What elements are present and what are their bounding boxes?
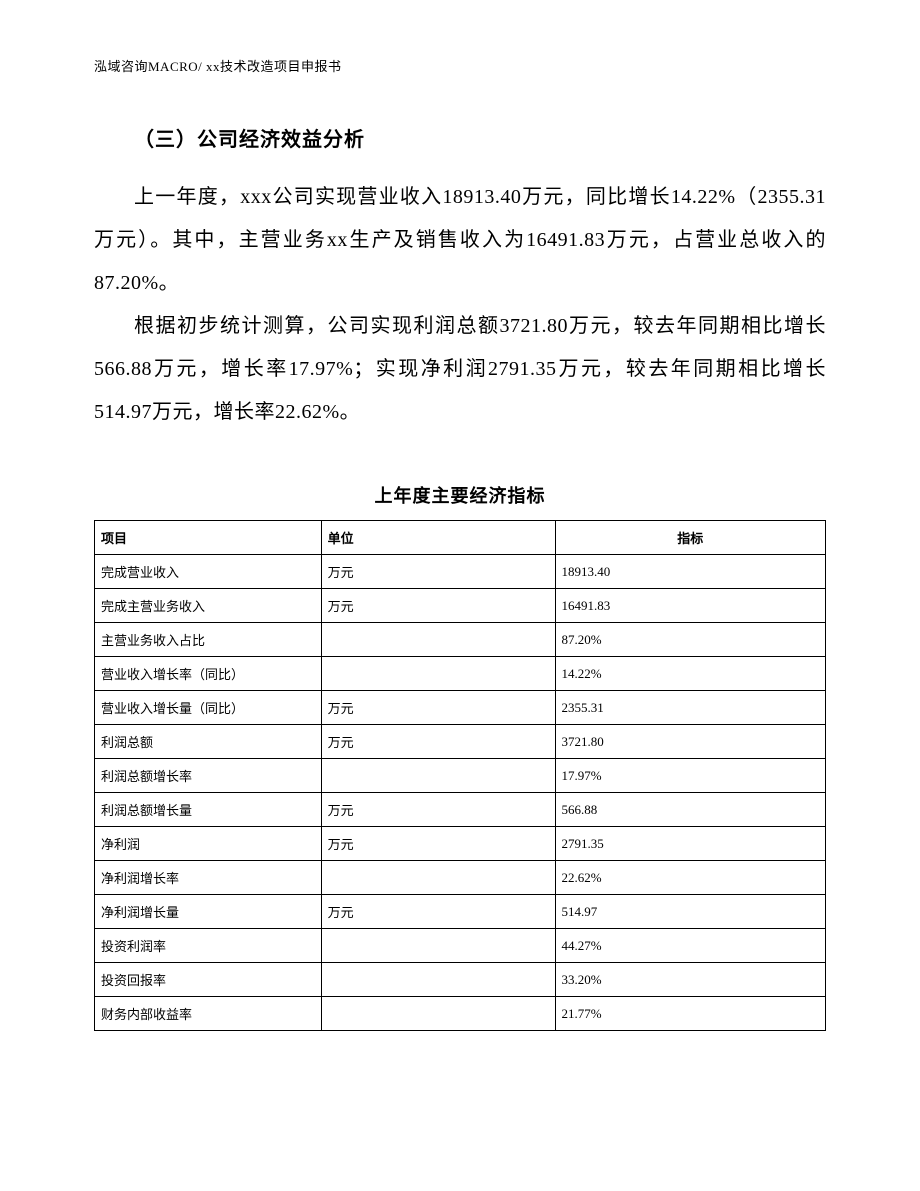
cell-unit — [321, 861, 555, 895]
cell-value: 566.88 — [555, 793, 825, 827]
cell-unit: 万元 — [321, 793, 555, 827]
cell-unit — [321, 997, 555, 1031]
cell-item: 净利润增长量 — [95, 895, 322, 929]
table-row: 利润总额 万元 3721.80 — [95, 725, 826, 759]
table-row: 净利润 万元 2791.35 — [95, 827, 826, 861]
cell-unit — [321, 963, 555, 997]
table-row: 投资利润率 44.27% — [95, 929, 826, 963]
economic-indicators-table: 项目 单位 指标 完成营业收入 万元 18913.40 完成主营业务收入 万元 … — [94, 520, 826, 1031]
cell-unit — [321, 657, 555, 691]
cell-unit: 万元 — [321, 691, 555, 725]
page-header: 泓域咨询MACRO/ xx技术改造项目申报书 — [94, 56, 826, 75]
paragraph-2: 根据初步统计测算，公司实现利润总额3721.80万元，较去年同期相比增长566.… — [94, 305, 826, 434]
table-row: 投资回报率 33.20% — [95, 963, 826, 997]
table-row: 净利润增长量 万元 514.97 — [95, 895, 826, 929]
cell-value: 2355.31 — [555, 691, 825, 725]
cell-value: 3721.80 — [555, 725, 825, 759]
cell-item: 完成营业收入 — [95, 555, 322, 589]
cell-item: 财务内部收益率 — [95, 997, 322, 1031]
table-row: 净利润增长率 22.62% — [95, 861, 826, 895]
table-row: 利润总额增长率 17.97% — [95, 759, 826, 793]
cell-unit: 万元 — [321, 725, 555, 759]
cell-unit — [321, 623, 555, 657]
cell-value: 21.77% — [555, 997, 825, 1031]
cell-value: 44.27% — [555, 929, 825, 963]
column-header-value: 指标 — [555, 521, 825, 555]
paragraph-1: 上一年度，xxx公司实现营业收入18913.40万元，同比增长14.22%（23… — [94, 176, 826, 305]
table-title: 上年度主要经济指标 — [94, 482, 826, 508]
cell-value: 2791.35 — [555, 827, 825, 861]
cell-value: 22.62% — [555, 861, 825, 895]
document-page: 泓域咨询MACRO/ xx技术改造项目申报书 （三）公司经济效益分析 上一年度，… — [0, 0, 920, 1091]
table-row: 完成主营业务收入 万元 16491.83 — [95, 589, 826, 623]
cell-item: 完成主营业务收入 — [95, 589, 322, 623]
cell-unit: 万元 — [321, 589, 555, 623]
cell-item: 投资利润率 — [95, 929, 322, 963]
column-header-unit: 单位 — [321, 521, 555, 555]
cell-item: 净利润 — [95, 827, 322, 861]
table-row: 财务内部收益率 21.77% — [95, 997, 826, 1031]
cell-value: 514.97 — [555, 895, 825, 929]
cell-item: 利润总额增长率 — [95, 759, 322, 793]
cell-unit — [321, 759, 555, 793]
table-row: 利润总额增长量 万元 566.88 — [95, 793, 826, 827]
cell-value: 16491.83 — [555, 589, 825, 623]
table-row: 营业收入增长率（同比） 14.22% — [95, 657, 826, 691]
cell-value: 18913.40 — [555, 555, 825, 589]
table-row: 营业收入增长量（同比） 万元 2355.31 — [95, 691, 826, 725]
table-row: 主营业务收入占比 87.20% — [95, 623, 826, 657]
cell-value: 14.22% — [555, 657, 825, 691]
cell-item: 营业收入增长量（同比） — [95, 691, 322, 725]
cell-value: 33.20% — [555, 963, 825, 997]
cell-item: 净利润增长率 — [95, 861, 322, 895]
section-heading: （三）公司经济效益分析 — [94, 123, 826, 152]
cell-value: 87.20% — [555, 623, 825, 657]
cell-unit — [321, 929, 555, 963]
cell-item: 利润总额 — [95, 725, 322, 759]
cell-value: 17.97% — [555, 759, 825, 793]
cell-unit: 万元 — [321, 555, 555, 589]
cell-item: 营业收入增长率（同比） — [95, 657, 322, 691]
cell-unit: 万元 — [321, 827, 555, 861]
table-row: 完成营业收入 万元 18913.40 — [95, 555, 826, 589]
table-header-row: 项目 单位 指标 — [95, 521, 826, 555]
cell-unit: 万元 — [321, 895, 555, 929]
cell-item: 利润总额增长量 — [95, 793, 322, 827]
cell-item: 投资回报率 — [95, 963, 322, 997]
cell-item: 主营业务收入占比 — [95, 623, 322, 657]
column-header-item: 项目 — [95, 521, 322, 555]
